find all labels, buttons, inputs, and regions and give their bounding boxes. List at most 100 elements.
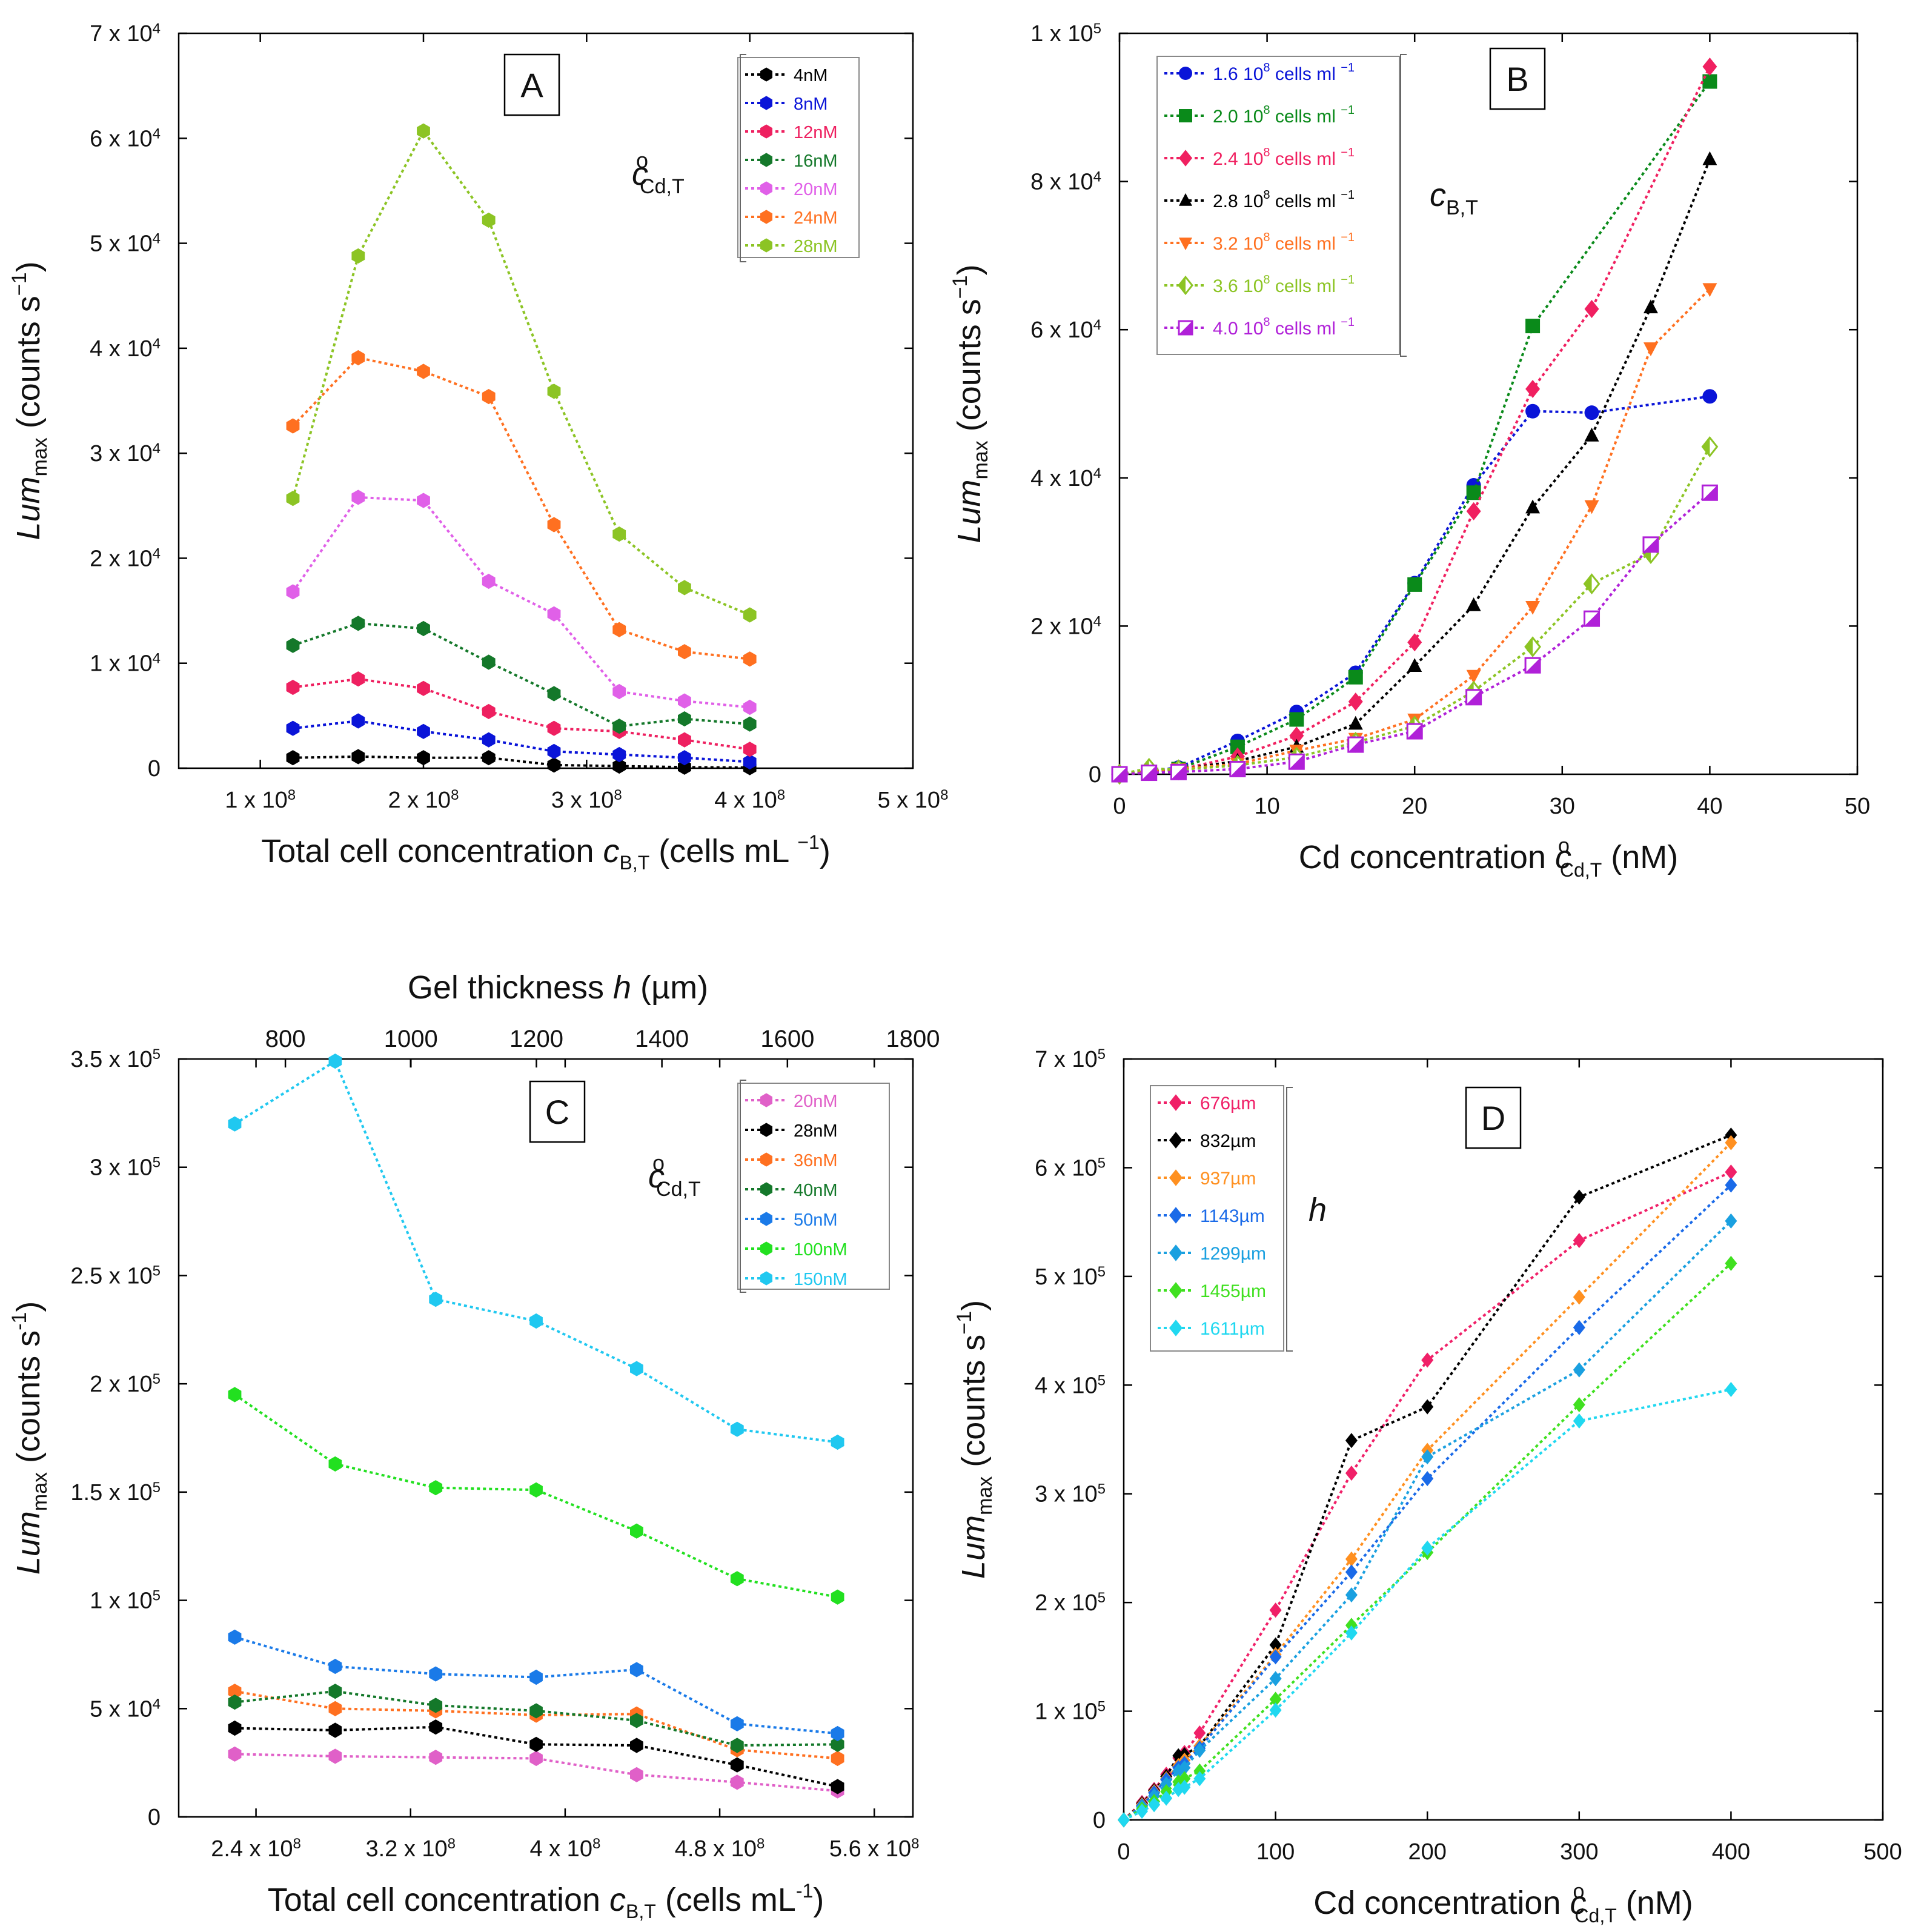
data-point — [417, 680, 430, 696]
x-tick-label: 50 — [1845, 794, 1870, 819]
y-tick-label: 2 x 104 — [1030, 613, 1101, 640]
data-point — [678, 644, 691, 660]
data-point — [1725, 1127, 1737, 1143]
data-point — [328, 1722, 342, 1738]
legend-label: 100nM — [794, 1240, 848, 1260]
data-point — [228, 1695, 242, 1710]
data-point — [730, 1738, 744, 1753]
data-point — [630, 1713, 643, 1728]
chart-panel-c: 0 5 x 104 1 x 105 1.5 x 105 2 x 105 2.5 x 105… — [8, 969, 940, 1922]
y-tick-label: 7 x 104 — [90, 21, 161, 47]
data-point — [547, 720, 561, 736]
data-point — [351, 248, 365, 264]
data-point — [743, 754, 757, 770]
data-point — [678, 693, 691, 709]
data-point — [547, 757, 561, 773]
y-axis-title: Lummax (counts s-1) — [8, 1301, 51, 1575]
data-point — [1179, 150, 1192, 167]
data-point — [1179, 193, 1192, 206]
data-point — [228, 1387, 242, 1403]
series-line-6 — [1119, 491, 1711, 775]
x-axis-title: Cd concentration co Cd,T (nM) — [1299, 834, 1679, 881]
data-point — [228, 1116, 242, 1132]
legend-bracket — [740, 1080, 746, 1293]
y-tick-label: 6 x 104 — [1030, 317, 1101, 344]
x-tick-label: 30 — [1550, 794, 1575, 819]
data-point — [1345, 1625, 1358, 1641]
panel-letter: C — [545, 1093, 569, 1131]
top-x-axis-title: Gel thickness h (µm) — [408, 969, 708, 1006]
data-point — [1421, 1471, 1434, 1487]
data-point — [529, 1736, 543, 1752]
data-point — [1179, 109, 1192, 122]
data-point — [482, 703, 496, 719]
data-point — [529, 1750, 543, 1767]
data-point — [1348, 715, 1363, 730]
data-point — [286, 680, 300, 695]
data-point — [831, 1435, 844, 1450]
x-axis-title: Total cell concentration cB,T (cells mL-… — [268, 1880, 824, 1922]
data-point — [351, 671, 365, 687]
legend-box — [1156, 56, 1400, 355]
x-tick-label: 0 — [1117, 1839, 1130, 1865]
y-axis-title: Lummax (counts s−1) — [953, 1300, 997, 1579]
data-point — [678, 711, 691, 727]
panel-letter-box — [503, 53, 560, 116]
data-point — [482, 574, 496, 589]
legend-label: 1455µm — [1200, 1281, 1266, 1301]
data-point — [1269, 1637, 1282, 1653]
data-point — [1169, 1132, 1183, 1149]
data-point — [1525, 380, 1541, 399]
y-tick-label: 4 x 104 — [90, 335, 161, 362]
data-point — [1178, 1779, 1191, 1795]
series-line-3 — [292, 622, 750, 728]
data-point — [1345, 1618, 1358, 1633]
data-point — [1573, 1397, 1585, 1413]
data-point — [730, 1757, 744, 1773]
data-point — [1169, 1244, 1183, 1261]
data-point — [1584, 299, 1599, 318]
y-tick-label: 5 x 104 — [90, 1696, 161, 1722]
data-point — [1525, 319, 1541, 334]
data-point — [547, 383, 561, 399]
data-point — [760, 1271, 772, 1286]
data-point — [760, 124, 772, 139]
data-point — [1525, 403, 1541, 419]
data-point — [760, 1241, 772, 1256]
data-point — [630, 1738, 643, 1753]
series-line-0 — [1123, 1170, 1732, 1821]
y-tick-label: 2 x 105 — [1035, 1590, 1106, 1616]
data-point — [547, 743, 561, 759]
data-point — [228, 1746, 242, 1762]
x-tick-label: 3.2 x 108 — [365, 1836, 456, 1862]
y-tick-label: 3 x 105 — [90, 1154, 161, 1181]
data-point — [417, 750, 430, 766]
data-point — [417, 493, 430, 508]
plot-frame — [177, 1058, 914, 1818]
data-point — [1702, 151, 1717, 165]
x-tick-label: 10 — [1254, 794, 1279, 819]
y-tick-label: 1.5 x 105 — [70, 1479, 161, 1505]
x-tick-label: 3 x 108 — [551, 787, 622, 814]
x-tick-label: 400 — [1712, 1839, 1750, 1865]
legend-label: 40nM — [794, 1181, 838, 1200]
data-point — [1573, 1189, 1585, 1205]
data-point — [351, 616, 365, 631]
data-point — [831, 1779, 844, 1794]
series-line-0 — [1119, 395, 1710, 775]
y-tick-label: 0 — [1089, 762, 1101, 788]
y-tick-label: 8 x 104 — [1030, 168, 1101, 195]
data-point — [417, 723, 430, 739]
y-tick-label: 3 x 105 — [1035, 1481, 1106, 1507]
data-point — [417, 123, 430, 139]
data-point — [630, 1361, 643, 1376]
legend-label: 1.6 108 cells ml −1 — [1213, 61, 1355, 84]
data-point — [831, 1750, 844, 1767]
data-point — [1289, 712, 1304, 727]
panel-letter-box — [529, 1080, 586, 1143]
legend-label: 2.0 108 cells ml −1 — [1213, 104, 1355, 127]
y-tick-label: 6 x 104 — [90, 125, 161, 152]
legend-label: 832µm — [1200, 1131, 1256, 1151]
data-point — [1407, 577, 1422, 592]
legend-label: 2.8 108 cells ml −1 — [1213, 188, 1355, 211]
